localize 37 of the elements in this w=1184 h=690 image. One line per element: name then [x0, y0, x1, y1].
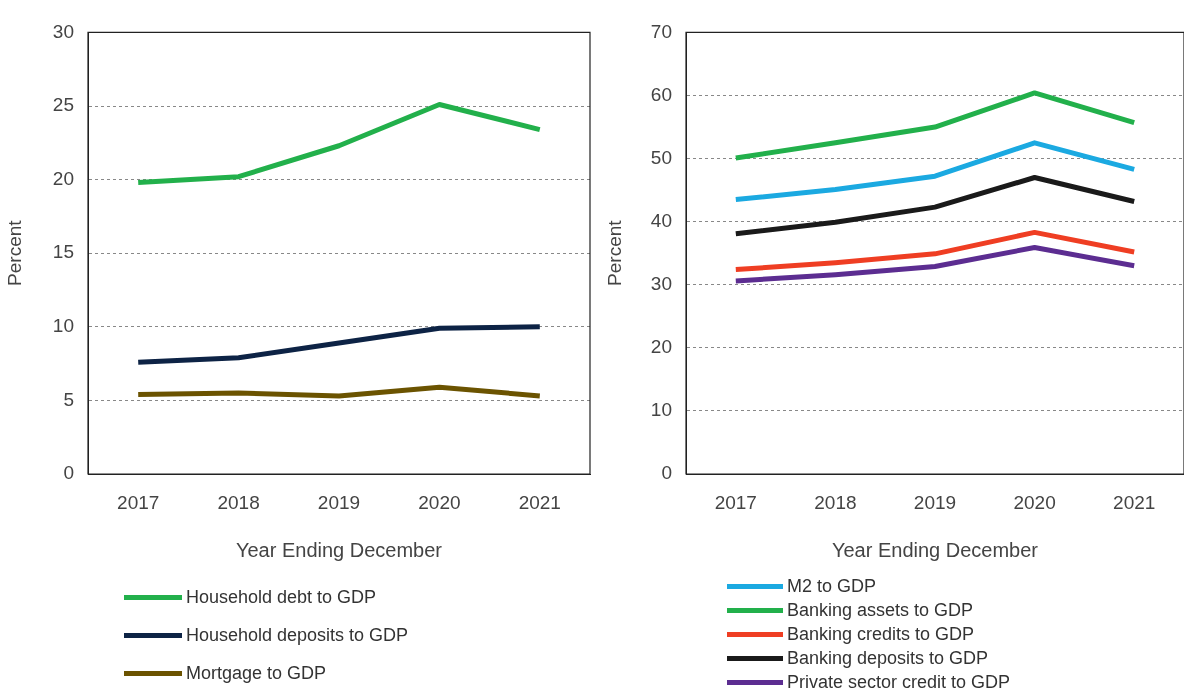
legend-label: Household deposits to GDP	[186, 624, 409, 646]
legend-label: Mortgage to GDP	[186, 662, 327, 684]
legend-label: Banking credits to GDP	[787, 623, 975, 645]
legend-label: Banking deposits to GDP	[787, 647, 989, 669]
y-tick-label: 30	[650, 272, 672, 294]
x-tick-label: 2018	[217, 491, 260, 513]
y-tick-label: 15	[52, 241, 74, 263]
x-tick-label: 2020	[1013, 491, 1056, 513]
y-tick-label: 50	[650, 146, 672, 168]
y-tick-label: 10	[52, 315, 74, 337]
y-tick-label: 0	[63, 462, 74, 484]
y-tick-label: 30	[52, 20, 74, 42]
legend-label: Private sector credit to GDP	[787, 671, 1011, 690]
y-tick-label: 5	[63, 388, 74, 410]
y-tick-label: 25	[52, 94, 74, 116]
y-tick-label: 70	[650, 20, 672, 42]
x-tick-label: 2020	[418, 491, 461, 513]
y-tick-label: 40	[650, 209, 672, 231]
y-tick-label: 20	[52, 167, 74, 189]
y-axis-title: Percent	[3, 219, 25, 286]
x-tick-label: 2021	[1113, 491, 1156, 513]
y-tick-label: 0	[661, 462, 672, 484]
y-tick-label: 20	[650, 336, 672, 358]
x-tick-label: 2017	[714, 491, 757, 513]
y-tick-label: 10	[650, 399, 672, 421]
x-tick-label: 2021	[518, 491, 561, 513]
x-tick-label: 2019	[913, 491, 957, 513]
legend-label: M2 to GDP	[787, 575, 877, 597]
x-tick-label: 2017	[117, 491, 160, 513]
x-tick-label: 2019	[317, 491, 361, 513]
y-axis-title: Percent	[603, 219, 625, 286]
x-axis-title: Year Ending December	[235, 538, 443, 561]
y-tick-label: 60	[650, 83, 672, 105]
x-tick-label: 2018	[814, 491, 857, 513]
x-axis-title: Year Ending December	[831, 538, 1039, 561]
legend-label: Banking assets to GDP	[787, 599, 974, 621]
legend-label: Household debt to GDP	[186, 586, 377, 608]
